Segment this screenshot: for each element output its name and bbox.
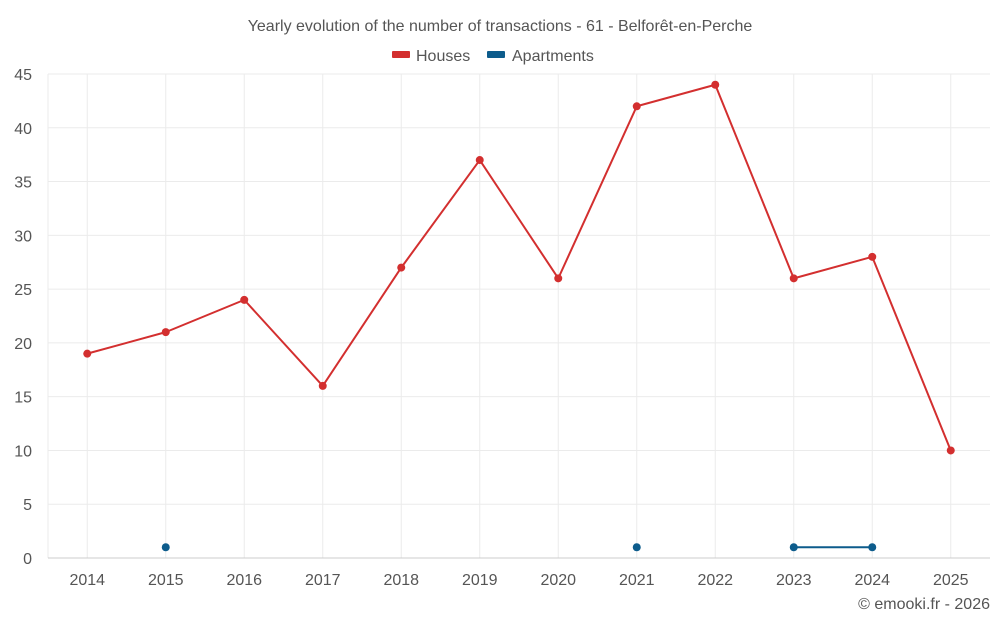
x-tick-label: 2016: [226, 572, 262, 589]
data-point-apartments[interactable]: [789, 543, 798, 552]
legend-item-houses[interactable]: Houses: [392, 48, 470, 65]
x-tick-label: 2025: [933, 572, 969, 589]
y-tick-label: 35: [14, 175, 32, 192]
x-tick-label: 2020: [540, 572, 576, 589]
x-tick-label: 2021: [619, 572, 655, 589]
chart-title: Yearly evolution of the number of transa…: [248, 18, 753, 35]
y-tick-label: 20: [14, 336, 32, 353]
series: [83, 80, 955, 552]
y-tick-label: 25: [14, 282, 32, 299]
grid-lines: [48, 73, 990, 558]
data-point-houses[interactable]: [868, 252, 877, 261]
y-tick-label: 10: [14, 443, 32, 460]
data-point-houses[interactable]: [397, 263, 406, 272]
data-point-houses[interactable]: [161, 328, 170, 337]
data-point-houses[interactable]: [318, 381, 327, 390]
x-tick-label: 2017: [305, 572, 341, 589]
data-point-apartments[interactable]: [868, 543, 877, 552]
data-point-houses[interactable]: [475, 156, 484, 165]
x-tick-label: 2024: [854, 572, 890, 589]
data-point-houses[interactable]: [632, 102, 641, 111]
x-tick-label: 2014: [69, 572, 105, 589]
x-tick-label: 2022: [697, 572, 733, 589]
data-point-houses[interactable]: [554, 274, 563, 283]
data-point-houses[interactable]: [83, 349, 92, 358]
x-tick-label: 2023: [776, 572, 812, 589]
data-point-houses[interactable]: [711, 80, 720, 89]
x-tick-label: 2015: [148, 572, 184, 589]
data-point-apartments[interactable]: [161, 543, 170, 552]
legend-item-apartments[interactable]: Apartments: [487, 48, 594, 65]
data-point-apartments[interactable]: [632, 543, 641, 552]
credit-text: © emooki.fr - 2026: [858, 596, 990, 613]
x-tick-label: 2019: [462, 572, 498, 589]
y-tick-label: 45: [14, 67, 32, 84]
legend: Houses Apartments: [392, 48, 594, 65]
legend-label-apartments: Apartments: [512, 48, 594, 65]
legend-label-houses: Houses: [416, 48, 470, 65]
y-tick-label: 15: [14, 390, 32, 407]
y-tick-label: 0: [23, 551, 32, 568]
data-point-houses[interactable]: [240, 295, 249, 304]
y-tick-label: 30: [14, 228, 32, 245]
y-tick-label: 40: [14, 121, 32, 138]
data-point-houses[interactable]: [946, 446, 955, 455]
legend-swatch-apartments: [487, 51, 505, 58]
y-tick-label: 5: [23, 497, 32, 514]
legend-swatch-houses: [392, 51, 410, 58]
x-tick-label: 2018: [383, 572, 419, 589]
data-point-houses[interactable]: [789, 274, 798, 283]
series-line-houses: [86, 83, 952, 451]
